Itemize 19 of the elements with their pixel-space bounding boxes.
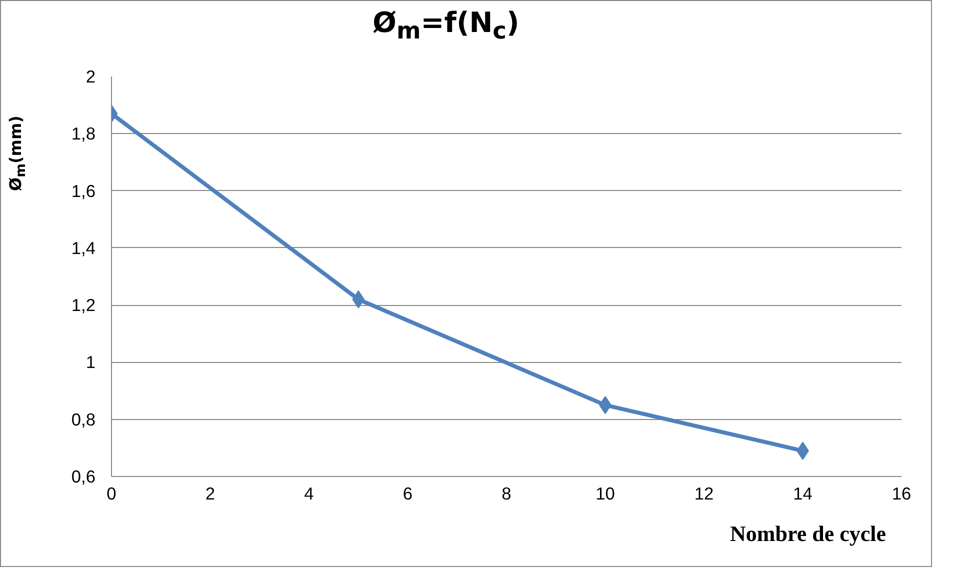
x-tick-label: 2 [205, 484, 216, 504]
y-tick-label: 1,4 [71, 238, 96, 258]
x-tick-label: 14 [793, 484, 813, 504]
y-tick-label: 1 [86, 352, 96, 372]
x-tick-label: 0 [106, 484, 116, 504]
y-tick-label: 0,8 [71, 409, 96, 430]
x-tick-label: 6 [402, 484, 413, 504]
y-tick-label: 1,6 [71, 180, 96, 201]
x-tick-label: 16 [892, 484, 912, 504]
chart-title: Ø$_{m}$=f(N$_{c}$) [372, 6, 520, 45]
x-tick-label: 10 [596, 484, 615, 504]
x-tick-label: 12 [694, 484, 714, 504]
y-tick-label: 2 [86, 66, 96, 86]
x-tick-label: 4 [304, 484, 314, 504]
x-axis-title: Nombre de cycle [729, 521, 886, 547]
y-tick-label: 1,2 [71, 295, 96, 316]
y-tick-label: 1,8 [71, 124, 96, 144]
y-tick-label: 0,6 [71, 466, 96, 486]
x-tick-label: 8 [502, 484, 512, 504]
